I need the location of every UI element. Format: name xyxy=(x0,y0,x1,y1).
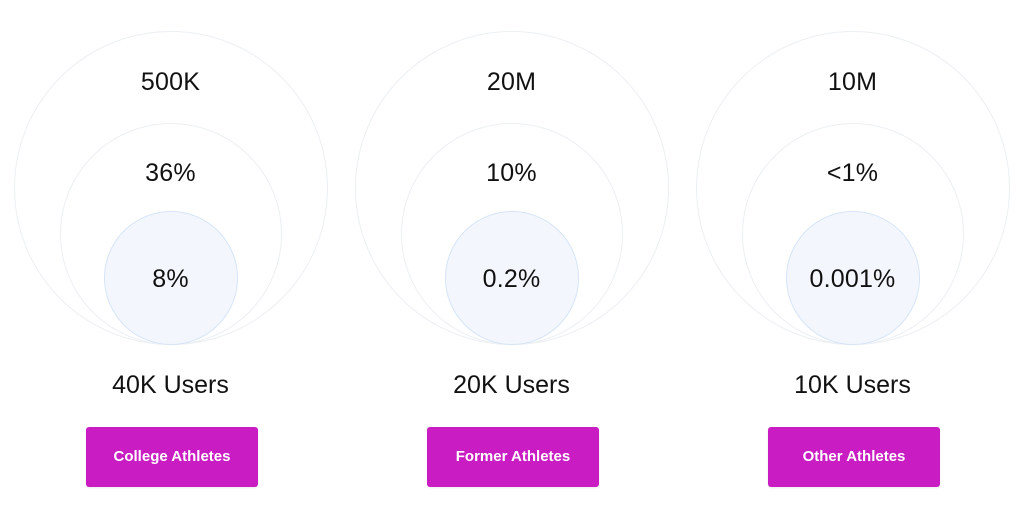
inner-circle xyxy=(786,211,920,345)
outer-value: 20M xyxy=(486,68,537,96)
users-count: 10K Users xyxy=(794,371,911,399)
outer-value: 500K xyxy=(140,68,201,96)
funnel-other-athletes: 10M <1% 0.001% 10K Users Other Athletes xyxy=(682,0,1023,510)
funnel-former-athletes: 20M 10% 0.2% 20K Users Former Athletes xyxy=(341,0,682,510)
inner-value: 0.001% xyxy=(809,265,896,293)
other-athletes-button[interactable]: Other Athletes xyxy=(768,427,940,487)
funnel-college-athletes: 500K 36% 8% 40K Users College Athletes xyxy=(0,0,341,510)
middle-value: <1% xyxy=(826,159,879,187)
inner-circle xyxy=(445,211,579,345)
inner-value: 0.2% xyxy=(482,265,541,293)
inner-circle xyxy=(104,211,238,345)
inner-value: 8% xyxy=(152,265,189,293)
former-athletes-button[interactable]: Former Athletes xyxy=(427,427,599,487)
middle-value: 10% xyxy=(486,159,537,187)
users-count: 20K Users xyxy=(453,371,570,399)
middle-value: 36% xyxy=(145,159,196,187)
outer-value: 10M xyxy=(827,68,878,96)
users-count: 40K Users xyxy=(112,371,229,399)
college-athletes-button[interactable]: College Athletes xyxy=(86,427,258,487)
